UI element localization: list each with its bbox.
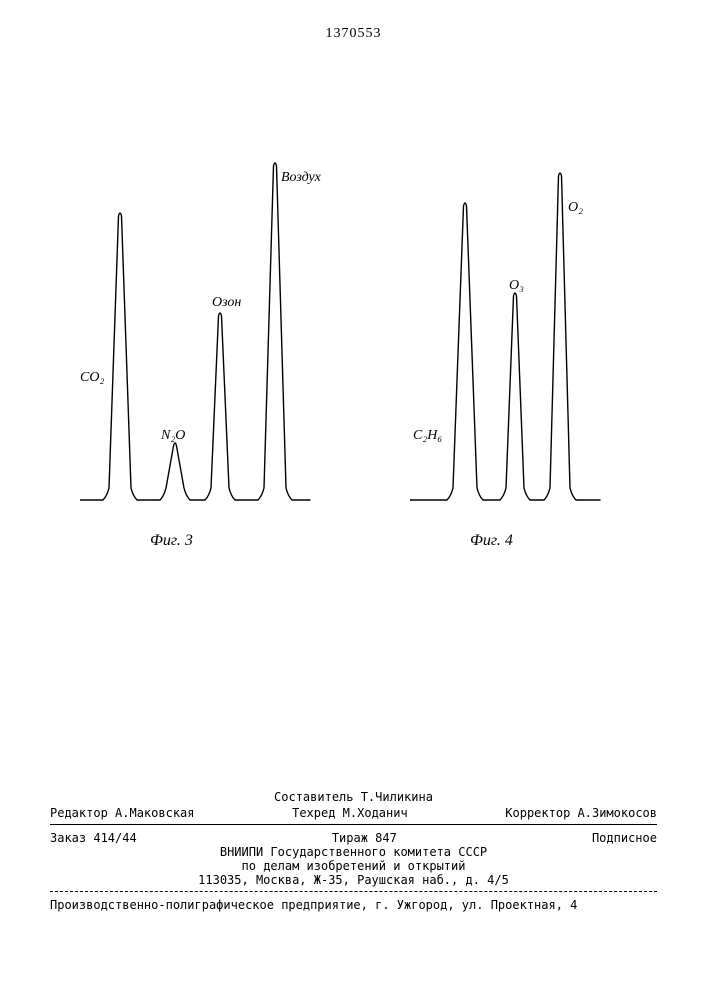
order-number: Заказ 414/44: [50, 831, 137, 845]
doc-number: 1370553: [0, 26, 707, 42]
tirazh: Тираж 847: [332, 831, 397, 845]
fig3-peak-label: Воздух: [281, 170, 321, 186]
fig4-peak-label: O₂: [568, 200, 583, 216]
fig4-peak-label: C₂H₆: [413, 428, 442, 444]
charts-region: Фиг. 3 CO₂ N₂O Озон Воздух Фиг. 4 C₂H₆ O₃ O₂: [80, 140, 640, 620]
address-2: Производственно-полиграфическое предприя…: [50, 898, 657, 912]
fig3-peak-label: CO₂: [80, 370, 104, 386]
fig4-svg: [410, 140, 620, 540]
fig4-chart: Фиг. 4 C₂H₆ O₃ O₂: [410, 140, 620, 560]
divider-dash: [50, 891, 657, 892]
fig4-peak-label: O₃: [509, 278, 524, 294]
fig4-caption: Фиг. 4: [470, 532, 513, 550]
techred: Техред М.Ходанич: [292, 806, 408, 820]
fig3-peak-label: N₂O: [161, 428, 185, 444]
org-line-2: по делам изобретений и открытий: [50, 859, 657, 873]
fig3-svg: [80, 140, 330, 540]
divider-1: [50, 824, 657, 825]
footer-block: Составитель Т.Чиликина Редактор А.Маковс…: [50, 786, 657, 912]
address-1: 113035, Москва, Ж-35, Раушская наб., д. …: [50, 873, 657, 887]
subscription: Подписное: [592, 831, 657, 845]
org-line-1: ВНИИПИ Государственного комитета СССР: [50, 845, 657, 859]
corrector: Корректор А.Зимокосов: [505, 806, 657, 820]
fig3-caption: Фиг. 3: [150, 532, 193, 550]
fig3-chart: Фиг. 3 CO₂ N₂O Озон Воздух: [80, 140, 330, 560]
fig3-peak-label: Озон: [212, 295, 241, 311]
editor: Редактор А.Маковская: [50, 806, 195, 820]
compiler-line: Составитель Т.Чиликина: [50, 790, 657, 804]
